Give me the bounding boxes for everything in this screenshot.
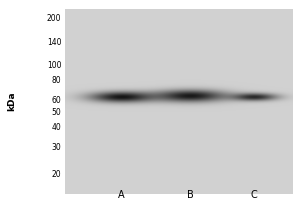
Text: kDa: kDa: [8, 92, 16, 111]
Text: 60: 60: [52, 96, 61, 105]
Text: A: A: [118, 190, 125, 200]
Text: C: C: [250, 190, 257, 200]
Text: 50: 50: [52, 108, 61, 117]
Text: 20: 20: [52, 170, 62, 179]
Text: 40: 40: [52, 123, 61, 132]
Text: B: B: [187, 190, 193, 200]
Text: 200: 200: [47, 14, 62, 23]
Text: 140: 140: [47, 38, 62, 47]
Text: 100: 100: [47, 61, 62, 70]
Text: 80: 80: [52, 76, 62, 85]
Text: 30: 30: [52, 143, 61, 152]
